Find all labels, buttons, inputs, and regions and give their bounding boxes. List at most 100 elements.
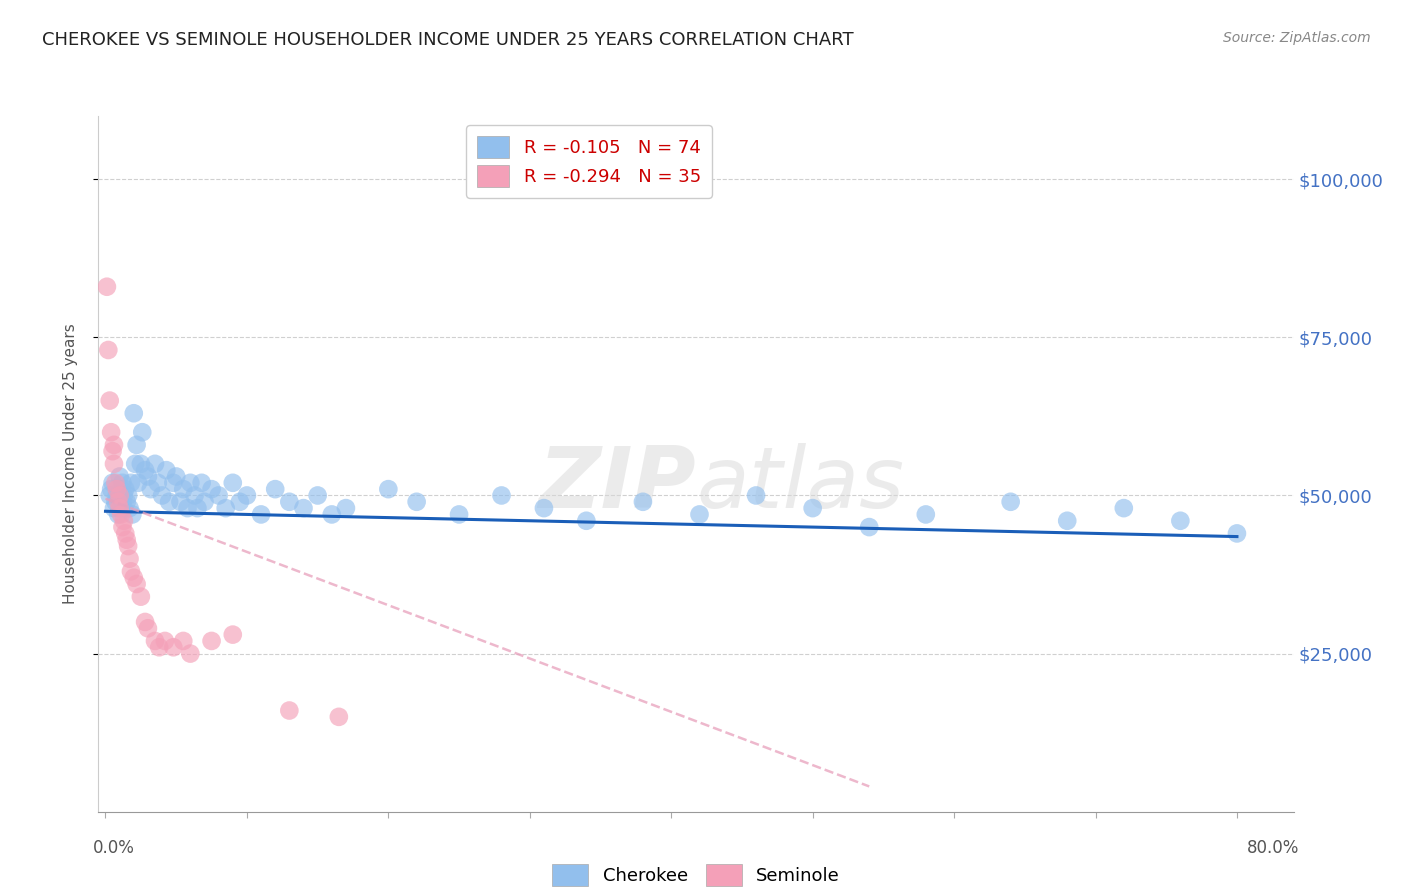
Point bbox=[122, 571, 145, 585]
Point bbox=[108, 469, 131, 483]
Point bbox=[111, 495, 134, 509]
Point bbox=[335, 501, 357, 516]
Text: 0.0%: 0.0% bbox=[93, 839, 135, 857]
Point bbox=[136, 621, 159, 635]
Legend: Cherokee, Seminole: Cherokee, Seminole bbox=[544, 856, 848, 892]
Point bbox=[111, 475, 134, 490]
Point bbox=[179, 475, 201, 490]
Point bbox=[98, 488, 121, 502]
Point bbox=[115, 495, 138, 509]
Point bbox=[533, 501, 555, 516]
Point bbox=[200, 482, 222, 496]
Point bbox=[162, 640, 184, 655]
Point bbox=[278, 704, 301, 718]
Point bbox=[114, 526, 136, 541]
Point bbox=[575, 514, 598, 528]
Point bbox=[200, 634, 222, 648]
Point bbox=[139, 482, 162, 496]
Point bbox=[100, 425, 122, 440]
Point bbox=[914, 508, 936, 522]
Point bbox=[134, 463, 156, 477]
Point bbox=[112, 514, 135, 528]
Point bbox=[208, 488, 231, 502]
Point bbox=[118, 551, 141, 566]
Point bbox=[125, 438, 148, 452]
Point bbox=[250, 508, 273, 522]
Point bbox=[107, 495, 129, 509]
Point bbox=[103, 438, 125, 452]
Point bbox=[98, 393, 121, 408]
Point bbox=[108, 488, 131, 502]
Text: 80.0%: 80.0% bbox=[1247, 839, 1299, 857]
Point bbox=[108, 501, 131, 516]
Point bbox=[183, 488, 205, 502]
Point bbox=[745, 488, 768, 502]
Text: Source: ZipAtlas.com: Source: ZipAtlas.com bbox=[1223, 31, 1371, 45]
Point bbox=[631, 495, 654, 509]
Point bbox=[169, 495, 191, 509]
Point bbox=[179, 647, 201, 661]
Point bbox=[328, 710, 350, 724]
Point bbox=[121, 508, 143, 522]
Point bbox=[115, 533, 138, 547]
Text: ZIP: ZIP bbox=[538, 443, 696, 526]
Point bbox=[148, 640, 170, 655]
Point bbox=[405, 495, 427, 509]
Point bbox=[292, 501, 315, 516]
Point bbox=[176, 501, 198, 516]
Point bbox=[129, 457, 152, 471]
Point bbox=[112, 501, 135, 516]
Point bbox=[111, 520, 134, 534]
Point bbox=[143, 457, 166, 471]
Point bbox=[1112, 501, 1135, 516]
Point bbox=[127, 475, 149, 490]
Point bbox=[162, 475, 184, 490]
Point bbox=[229, 495, 252, 509]
Point bbox=[124, 457, 146, 471]
Point bbox=[104, 495, 127, 509]
Point bbox=[122, 406, 145, 420]
Point bbox=[1056, 514, 1078, 528]
Point bbox=[236, 488, 259, 502]
Point bbox=[307, 488, 329, 502]
Point bbox=[157, 495, 180, 509]
Point bbox=[104, 475, 127, 490]
Point bbox=[125, 577, 148, 591]
Point bbox=[120, 475, 142, 490]
Point bbox=[110, 482, 132, 496]
Y-axis label: Householder Income Under 25 years: Householder Income Under 25 years bbox=[63, 324, 77, 604]
Point bbox=[103, 457, 125, 471]
Point bbox=[689, 508, 711, 522]
Point bbox=[1226, 526, 1249, 541]
Point bbox=[97, 343, 120, 357]
Point bbox=[108, 501, 131, 516]
Point bbox=[186, 501, 208, 516]
Point bbox=[858, 520, 880, 534]
Point bbox=[321, 508, 343, 522]
Point bbox=[105, 482, 128, 496]
Point bbox=[101, 475, 124, 490]
Point bbox=[377, 482, 399, 496]
Point bbox=[155, 463, 177, 477]
Point bbox=[105, 488, 128, 502]
Point bbox=[120, 565, 142, 579]
Text: CHEROKEE VS SEMINOLE HOUSEHOLDER INCOME UNDER 25 YEARS CORRELATION CHART: CHEROKEE VS SEMINOLE HOUSEHOLDER INCOME … bbox=[42, 31, 853, 49]
Point bbox=[1170, 514, 1192, 528]
Point bbox=[449, 508, 471, 522]
Point bbox=[100, 482, 122, 496]
Point bbox=[222, 627, 245, 641]
Point bbox=[215, 501, 238, 516]
Point bbox=[143, 634, 166, 648]
Point bbox=[110, 508, 132, 522]
Point bbox=[172, 634, 194, 648]
Point bbox=[134, 615, 156, 629]
Point bbox=[264, 482, 287, 496]
Point bbox=[1000, 495, 1022, 509]
Point bbox=[153, 634, 176, 648]
Point bbox=[101, 444, 124, 458]
Point bbox=[190, 475, 212, 490]
Point bbox=[193, 495, 215, 509]
Point bbox=[278, 495, 301, 509]
Point bbox=[491, 488, 513, 502]
Point bbox=[103, 501, 125, 516]
